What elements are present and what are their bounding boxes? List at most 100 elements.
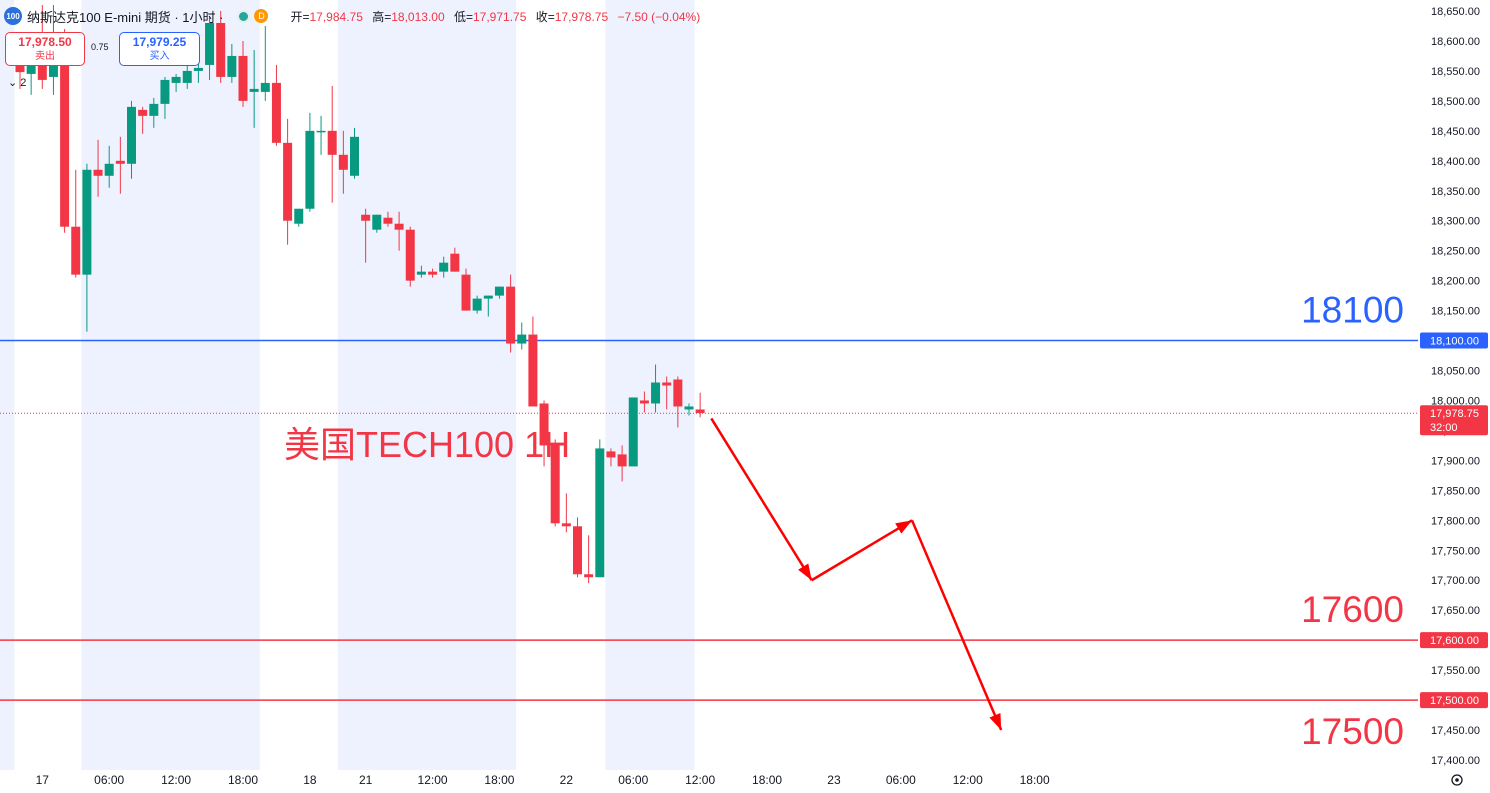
candle-body — [205, 22, 215, 65]
candle-body — [595, 448, 605, 578]
candle — [316, 115, 326, 155]
candle-body — [193, 67, 203, 71]
forecast-arrow — [710, 417, 813, 581]
x-tick-label: 18:00 — [484, 773, 514, 787]
candle-body — [305, 130, 315, 209]
candle-body — [651, 382, 661, 404]
candle — [338, 130, 348, 194]
session-shade — [0, 0, 15, 770]
x-tick-label: 17 — [36, 773, 50, 787]
candle — [171, 73, 181, 92]
candle — [383, 211, 393, 227]
indicators-toggle[interactable]: ⌄ 2 — [8, 76, 26, 89]
chevron-down-icon: ⌄ — [8, 77, 18, 89]
candle-body — [494, 286, 504, 296]
candle — [405, 226, 415, 287]
candle-body — [260, 82, 270, 92]
candle-body — [628, 397, 638, 467]
settings-gear-icon[interactable] — [1451, 774, 1463, 786]
candle — [684, 403, 694, 416]
gear-hub — [1455, 778, 1459, 782]
gear-ring — [1451, 774, 1463, 786]
candle-body — [405, 229, 415, 281]
candle — [71, 169, 81, 278]
y-tick-label: 18,250.00 — [1431, 246, 1480, 258]
x-tick-label: 18 — [303, 773, 317, 787]
x-tick-label: 18:00 — [1020, 773, 1050, 787]
candle — [450, 247, 460, 272]
y-tick-label: 18,050.00 — [1431, 366, 1480, 378]
candle-body — [539, 403, 549, 446]
candle-body — [93, 169, 103, 176]
candle-body — [238, 55, 248, 101]
symbol-title[interactable]: 纳斯达克100 E-mini 期货 · 1小时 · — [27, 9, 224, 25]
y-tick-label: 17,750.00 — [1431, 545, 1480, 557]
candle — [617, 445, 627, 482]
candle — [216, 11, 226, 83]
candle — [104, 145, 114, 188]
y-tick-label: 17,650.00 — [1431, 605, 1480, 617]
y-tick-label: 17,400.00 — [1431, 755, 1480, 767]
candle — [539, 400, 549, 467]
symbol-logo-icon: 100 — [4, 7, 22, 25]
candle — [695, 392, 705, 418]
candle — [294, 208, 304, 227]
y-tick-label: 18,550.00 — [1431, 66, 1480, 78]
x-tick-label: 23 — [827, 773, 841, 787]
price-axis — [1418, 0, 1490, 793]
candle — [483, 295, 493, 317]
candle — [82, 163, 92, 332]
open-label: 开= — [290, 9, 310, 24]
last-price-tag-text: 17,978.75 — [1430, 408, 1479, 420]
y-tick-label: 18,150.00 — [1431, 306, 1480, 318]
candle-body — [383, 217, 393, 224]
candle — [416, 265, 426, 278]
candle — [506, 274, 516, 353]
candle-body — [372, 214, 382, 230]
x-tick-label: 06:00 — [886, 773, 916, 787]
countdown-text: 32:00 — [1430, 422, 1458, 434]
y-tick-label: 17,800.00 — [1431, 515, 1480, 527]
candle-body — [428, 271, 438, 275]
candle — [595, 439, 605, 578]
candle-body — [606, 451, 616, 458]
delayed-data-badge[interactable]: D — [254, 9, 269, 23]
x-tick-label: 06:00 — [618, 773, 648, 787]
chart-annotation: 美国TECH100 1H — [284, 424, 570, 465]
candle-body — [483, 295, 493, 299]
candle-body — [561, 523, 571, 527]
candle — [428, 268, 438, 278]
candle — [93, 139, 103, 197]
candle-body — [271, 82, 281, 143]
axis-price-tag-text: 18,100.00 — [1430, 336, 1479, 348]
high-value: 18,013.00 — [391, 9, 445, 24]
candle-body — [182, 70, 192, 83]
candle-body — [461, 274, 471, 311]
candle-body — [338, 154, 348, 170]
candle — [662, 376, 672, 410]
status-indicators[interactable]: D — [237, 9, 269, 23]
axis-price-tag-text: 17,500.00 — [1430, 695, 1479, 707]
candle-body — [316, 130, 326, 133]
y-tick-label: 17,450.00 — [1431, 725, 1480, 737]
candle-body — [662, 382, 672, 386]
sell-button[interactable]: 17,978.50 卖出 — [5, 32, 85, 66]
candle-body — [160, 79, 170, 104]
buy-button[interactable]: 17,979.25 买入 — [119, 32, 200, 66]
candle-body — [517, 334, 527, 344]
candle-body — [550, 445, 560, 524]
chart-header: 100 纳斯达克100 E-mini 期货 · 1小时 · D 开=17,984… — [4, 6, 706, 26]
candle — [673, 376, 683, 428]
time-axis — [0, 770, 1418, 793]
x-tick-label: 12:00 — [685, 773, 715, 787]
arrowhead-icon — [798, 563, 812, 581]
y-tick-label: 17,700.00 — [1431, 575, 1480, 587]
candle-body — [673, 379, 683, 407]
y-tick-label: 17,550.00 — [1431, 665, 1480, 677]
candle — [227, 43, 237, 83]
axis-price-tag-text: 17,600.00 — [1430, 635, 1479, 647]
candle — [361, 208, 371, 263]
candle-body — [439, 262, 449, 272]
close-value: 17,978.75 — [554, 9, 609, 24]
